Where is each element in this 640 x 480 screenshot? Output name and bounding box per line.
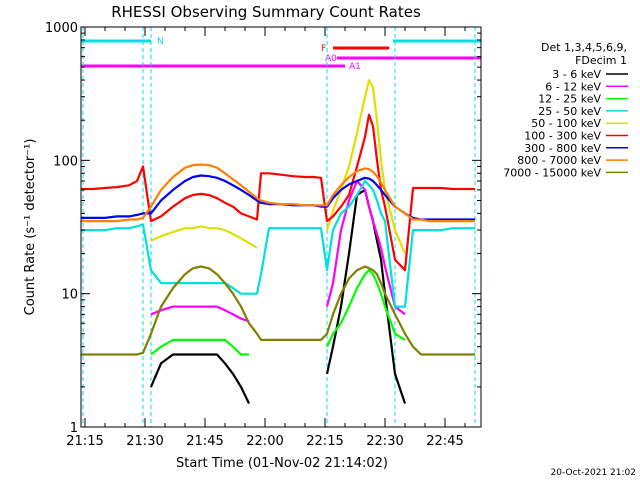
y-tick-label: 1000: [45, 21, 78, 36]
legend-header-line-1: Det 1,3,4,5,6,9,: [541, 41, 627, 54]
vlines-layer: [82, 27, 476, 427]
series-line-0: [149, 188, 407, 404]
x-axis: 21:15 21:30 21:45 22:00 22:15 22:30 22:45: [66, 27, 466, 449]
x-axis-label: Start Time (01-Nov-02 21:14:02): [176, 456, 388, 471]
flag-a1-label: A1: [349, 62, 361, 72]
y-tick-label: 1: [70, 421, 78, 436]
x-tick-label: 22:00: [246, 434, 283, 449]
y-tick-label: 10: [61, 288, 78, 303]
legend-entry-label: 7000 - 15000 keV: [503, 166, 601, 179]
legend-entry-label: 100 - 300 keV: [524, 130, 601, 143]
flag-n-label: N: [157, 37, 164, 47]
footer-date: 20-Oct-2021 21:02: [551, 468, 636, 478]
x-tick-label: 22:45: [426, 434, 463, 449]
flags-layer: N FA0 A1: [81, 37, 481, 72]
x-tick-label: 21:15: [66, 434, 103, 449]
x-tick-label: 22:15: [306, 434, 343, 449]
legend-entry-label: 800 - 7000 keV: [517, 154, 601, 167]
legend-entry-label: 25 - 50 keV: [538, 105, 601, 118]
y-tick-label: 100: [53, 154, 78, 169]
series-line-8: [81, 265, 475, 356]
x-tick-label: 22:30: [366, 434, 403, 449]
legend-entry-label: 300 - 800 keV: [524, 142, 601, 155]
series-line-1: [150, 179, 406, 323]
x-tick-label: 21:30: [126, 434, 163, 449]
series-line-3: [81, 179, 475, 308]
plot-frame: [80, 26, 482, 428]
legend-header-line-2: FDecim 1: [575, 54, 627, 67]
legend-entry-label: 6 - 12 keV: [545, 80, 601, 93]
x-tick-label: 21:45: [186, 434, 223, 449]
y-axis: 1 10 100 1000: [45, 21, 481, 436]
legend-entry-label: 12 - 25 keV: [538, 93, 601, 106]
series-line-6: [81, 174, 475, 221]
series-layer: [81, 79, 475, 404]
series-line-5: [81, 113, 475, 272]
flag-a0-label: A0: [325, 54, 337, 64]
chart-title: RHESSI Observing Summary Count Rates: [111, 3, 421, 21]
legend-entry-label: 50 - 100 keV: [531, 117, 601, 130]
series-line-7: [81, 163, 475, 223]
series-line-2: [150, 269, 406, 356]
legend-entry-label: 3 - 6 keV: [552, 68, 601, 81]
flag-f-label: F: [321, 44, 326, 54]
y-axis-label: Count Rate (s⁻¹ detector⁻¹): [23, 139, 38, 316]
